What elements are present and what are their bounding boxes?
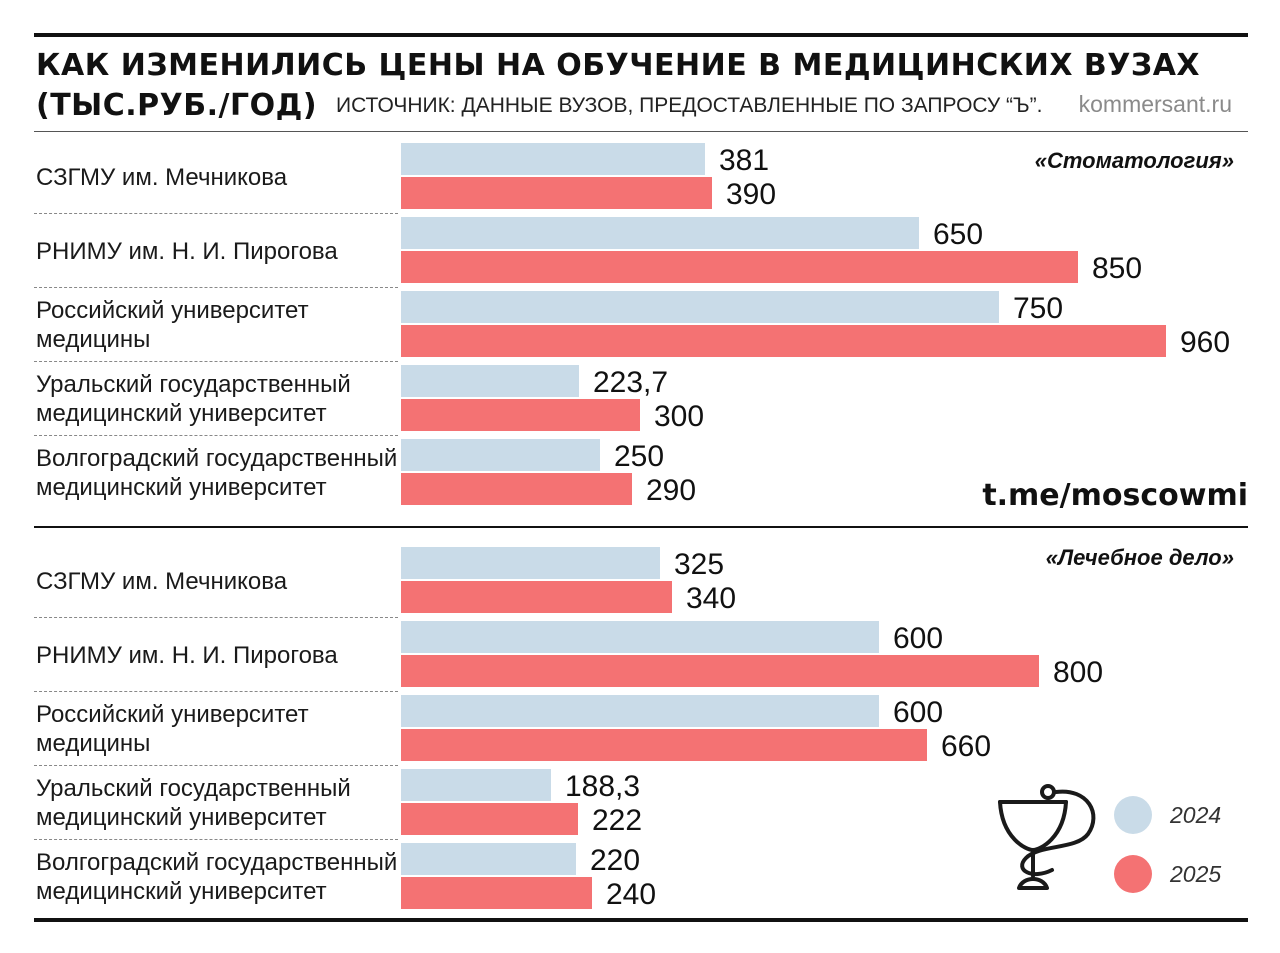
data-label-2025: 222	[592, 804, 643, 837]
bar-2024[interactable]	[401, 843, 576, 875]
data-label-2024: 250	[614, 440, 665, 473]
header-divider	[34, 131, 1248, 132]
category-label: Российский университет медицины	[36, 293, 398, 357]
legend-label-2025: 2025	[1170, 861, 1222, 887]
row-separator	[34, 839, 398, 840]
row-separator	[34, 765, 398, 766]
category-label: Российский университет медицины	[36, 697, 398, 761]
data-label-2024: 223,7	[593, 366, 669, 399]
bar-2024[interactable]	[401, 143, 705, 175]
site-link[interactable]: kommersant.ru	[1078, 91, 1232, 117]
data-label-2025: 390	[726, 178, 777, 211]
data-label-2025: 340	[686, 582, 737, 615]
bar-2025[interactable]	[401, 877, 592, 909]
chart-title-line2: (ТЫС.РУБ./ГОД)	[36, 88, 318, 123]
category-label-line: Волгоградский государственный	[36, 445, 398, 472]
bar-2025[interactable]	[401, 581, 672, 613]
data-label-2025: 960	[1180, 326, 1231, 359]
data-label-2024: 600	[893, 622, 944, 655]
category-label: СЗГМУ им. Мечникова	[36, 549, 398, 613]
category-label: РНИМУ им. Н. И. Пирогова	[36, 623, 398, 687]
bar-2024[interactable]	[401, 695, 879, 727]
data-label-2024: 220	[590, 844, 641, 877]
section-label: «Лечебное дело»	[1045, 545, 1234, 570]
category-label-line: Уральский государственный	[36, 371, 351, 398]
category-label-line: СЗГМУ им. Мечникова	[36, 567, 288, 595]
bottom-rule	[34, 918, 1248, 922]
category-label-line: СЗГМУ им. Мечникова	[36, 163, 288, 191]
category-label: РНИМУ им. Н. И. Пирогова	[36, 219, 398, 283]
category-label: СЗГМУ им. Мечникова	[36, 145, 398, 209]
data-label-2024: 650	[933, 218, 984, 251]
top-rule	[34, 33, 1248, 37]
legend-label-2024: 2024	[1170, 802, 1222, 828]
bar-2025[interactable]	[401, 473, 632, 505]
bar-2024[interactable]	[401, 365, 579, 397]
legend-swatch-2024	[1114, 796, 1152, 834]
bar-2025[interactable]	[401, 803, 578, 835]
category-label: Волгоградский государственный медицинский…	[36, 441, 398, 505]
bar-2025[interactable]	[401, 251, 1078, 283]
category-label-line: медицины	[36, 326, 151, 353]
data-label-2024: 325	[674, 548, 725, 581]
section-divider	[34, 526, 1248, 528]
category-label-line: Волгоградский государственный	[36, 849, 398, 876]
row-separator	[34, 691, 398, 692]
category-label: Уральский государственный медицинский уни…	[36, 771, 398, 835]
bar-2024[interactable]	[401, 769, 551, 801]
category-label-line: РНИМУ им. Н. И. Пирогова	[36, 641, 338, 669]
row-separator	[34, 287, 398, 288]
category-label-line: Российский университет	[36, 297, 309, 324]
bar-2024[interactable]	[401, 547, 660, 579]
bar-2025[interactable]	[401, 729, 927, 761]
section-label: «Стоматология»	[1034, 148, 1234, 173]
bar-2024[interactable]	[401, 439, 600, 471]
bar-2025[interactable]	[401, 399, 640, 431]
row-separator	[34, 361, 398, 362]
category-label-line: медицинский университет	[36, 474, 327, 501]
data-label-2024: 381	[719, 144, 770, 177]
legend-swatch-2025	[1114, 855, 1152, 893]
data-label-2025: 800	[1053, 656, 1104, 689]
row-separator	[34, 213, 398, 214]
data-label-2025: 660	[941, 730, 992, 763]
category-label-line: медицинский университет	[36, 878, 327, 905]
category-label: Уральский государственный медицинский уни…	[36, 367, 398, 431]
bar-2025[interactable]	[401, 177, 712, 209]
category-label-line: РНИМУ им. Н. И. Пирогова	[36, 237, 338, 265]
bar-2024[interactable]	[401, 621, 879, 653]
category-label-line: медицинский университет	[36, 804, 327, 831]
category-label-line: Уральский государственный	[36, 775, 351, 802]
data-label-2025: 240	[606, 878, 657, 911]
data-label-2024: 750	[1013, 292, 1064, 325]
category-label-line: медицины	[36, 730, 151, 757]
bar-2024[interactable]	[401, 291, 999, 323]
category-label-line: Российский университет	[36, 701, 309, 728]
bar-2024[interactable]	[401, 217, 919, 249]
bar-2025[interactable]	[401, 325, 1166, 357]
bowl-of-hygieia-icon	[998, 784, 1096, 890]
chart-title-line1: КАК ИЗМЕНИЛИСЬ ЦЕНЫ НА ОБУЧЕНИЕ В МЕДИЦИ…	[36, 48, 1201, 83]
category-label-line: медицинский университет	[36, 400, 327, 427]
category-label: Волгоградский государственный медицинский…	[36, 845, 398, 909]
data-label-2024: 188,3	[565, 770, 641, 803]
row-separator	[34, 435, 398, 436]
data-label-2025: 300	[654, 400, 705, 433]
data-label-2024: 600	[893, 696, 944, 729]
row-separator	[34, 617, 398, 618]
watermark: t.me/moscowmi	[982, 478, 1248, 513]
bar-2025[interactable]	[401, 655, 1039, 687]
source-note: ИСТОЧНИК: ДАННЫЕ ВУЗОВ, ПРЕДОСТАВЛЕННЫЕ …	[336, 94, 1043, 117]
data-label-2025: 850	[1092, 252, 1143, 285]
data-label-2025: 290	[646, 474, 697, 507]
